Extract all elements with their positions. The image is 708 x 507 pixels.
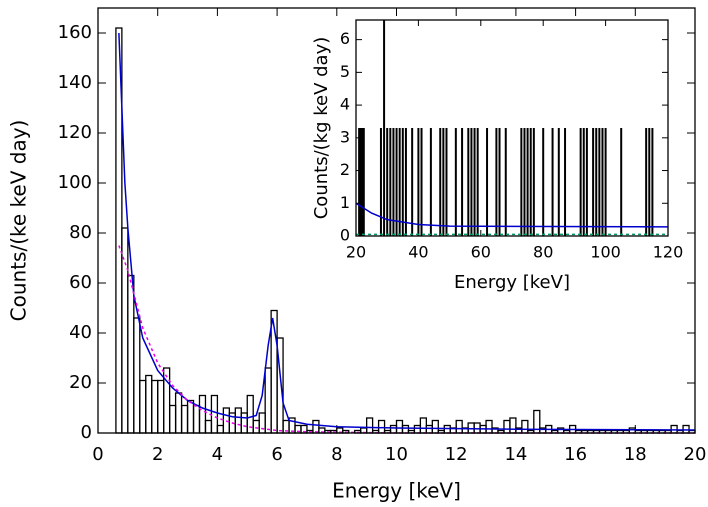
y-tick-label: 60	[69, 272, 92, 293]
y-tick-label: 80	[69, 222, 92, 243]
y-tick-label: 6	[340, 29, 350, 48]
y-tick-label: 0	[340, 226, 350, 245]
plot-frame	[355, 19, 669, 237]
y-tick-label: 2	[340, 160, 350, 179]
x-tick-label: 0	[92, 444, 103, 465]
y-tick-label: 160	[58, 22, 92, 43]
x-tick-label: 12	[445, 444, 468, 465]
y-tick-label: 3	[340, 127, 350, 146]
x-tick-label: 6	[271, 444, 282, 465]
fit-curve	[355, 202, 669, 228]
fit-curve	[118, 32, 696, 431]
y-axis-title: Counts/(ke keV day)	[7, 120, 31, 322]
x-tick-label: 40	[408, 243, 428, 262]
x-tick-label: 10	[385, 444, 408, 465]
x-axis-title: Energy [keV]	[332, 479, 461, 503]
x-tick-label: 20	[346, 243, 366, 262]
y-tick-label: 20	[69, 372, 92, 393]
y-tick-label: 40	[69, 322, 92, 343]
y-tick-label: 1	[340, 193, 350, 212]
x-tick-label: 2	[152, 444, 163, 465]
y-tick-label: 0	[81, 422, 92, 443]
x-tick-label: 60	[471, 243, 491, 262]
x-tick-label: 20	[684, 444, 707, 465]
x-tick-label: 100	[590, 243, 621, 262]
x-tick-label: 8	[331, 444, 342, 465]
y-tick-label: 140	[58, 72, 92, 93]
plot-frame	[97, 7, 696, 434]
x-tick-label: 16	[564, 444, 587, 465]
fit-curve	[118, 245, 695, 434]
x-tick-label: 4	[212, 444, 223, 465]
y-tick-label: 120	[58, 122, 92, 143]
plot-area	[356, 20, 668, 236]
x-axis-title: Energy [keV]	[454, 272, 570, 293]
x-tick-label: 120	[653, 243, 684, 262]
y-tick-label: 5	[340, 62, 350, 81]
x-tick-label: 14	[504, 444, 527, 465]
x-tick-label: 18	[624, 444, 647, 465]
y-tick-label: 100	[58, 172, 92, 193]
y-tick-label: 4	[340, 95, 350, 114]
x-tick-label: 80	[533, 243, 553, 262]
y-axis-title: Counts/(kg keV day)	[311, 37, 332, 220]
